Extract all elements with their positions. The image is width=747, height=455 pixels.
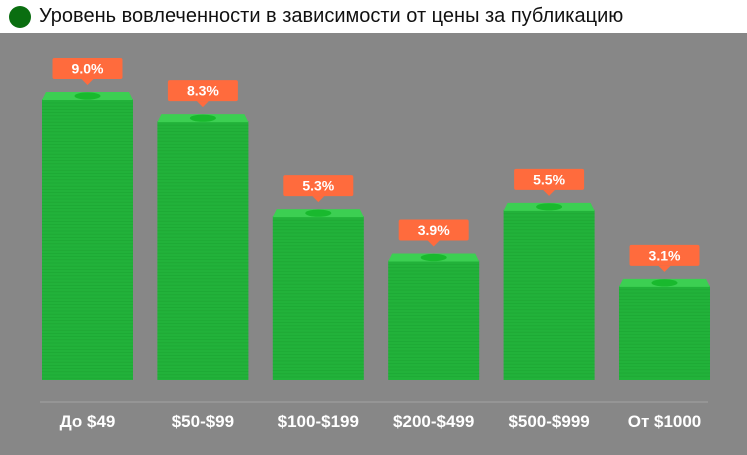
bar-group: 3.1% — [619, 244, 710, 380]
x-tick-label: До $49 — [60, 412, 116, 431]
bar-stripes — [619, 289, 710, 377]
x-tick-label: От $1000 — [628, 412, 702, 431]
data-label: 5.3% — [283, 175, 354, 203]
data-label-text: 8.3% — [187, 83, 219, 99]
bar-group: 3.9% — [388, 219, 480, 380]
data-label-text: 5.3% — [302, 178, 334, 194]
data-label: 3.1% — [629, 244, 700, 272]
chart-title: Уровень вовлеченности в зависимости от ц… — [39, 5, 624, 27]
chart-header: Уровень вовлеченности в зависимости от ц… — [0, 0, 747, 33]
bill-center — [305, 209, 332, 217]
bar-group: 9.0% — [42, 58, 133, 380]
bill-center — [189, 114, 216, 122]
bill-center — [74, 92, 101, 100]
bar-chart: 9.0% 8.3% 5.3% 3.9% 5.5% 3.1% До $49 $50-$99 $1… — [40, 58, 710, 431]
bill-center — [536, 203, 563, 211]
bill-center — [651, 279, 678, 287]
data-label-text: 3.1% — [649, 247, 681, 263]
bar-stripes — [42, 102, 133, 379]
bar-group: 5.5% — [503, 168, 595, 380]
bar-group: 8.3% — [157, 80, 249, 381]
bill-center — [420, 253, 447, 262]
bar-group: 5.3% — [272, 175, 364, 380]
bar — [619, 285, 710, 380]
data-label: 8.3% — [167, 80, 238, 108]
bar — [388, 260, 480, 380]
data-label-text: 3.9% — [418, 222, 450, 238]
data-label: 3.9% — [398, 219, 469, 247]
x-tick-label: $50-$99 — [172, 412, 234, 431]
data-label-text: 5.5% — [533, 171, 565, 187]
bar-stripes — [503, 213, 595, 378]
bar-stripes — [157, 124, 249, 379]
x-tick-label: $500-$999 — [508, 412, 589, 431]
bar — [157, 121, 249, 381]
bar — [272, 216, 364, 380]
legend-dot-icon — [9, 5, 31, 28]
bar-stripes — [272, 219, 364, 378]
data-label: 5.5% — [514, 168, 585, 196]
x-tick-label: $100-$199 — [278, 412, 359, 431]
bar-stripes — [388, 264, 480, 377]
data-label-text: 9.0% — [72, 61, 104, 77]
x-tick-label: $200-$499 — [393, 412, 474, 431]
data-label: 9.0% — [52, 58, 123, 85]
